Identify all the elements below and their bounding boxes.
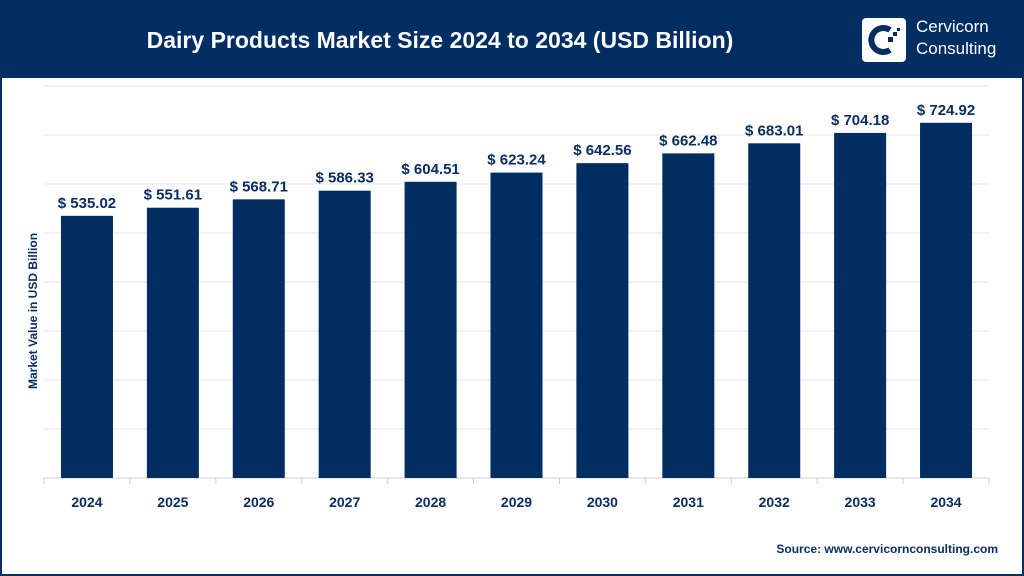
logo-line1: Cervicorn	[916, 17, 989, 36]
logo-mark-icon	[862, 18, 906, 62]
x-tick-label: 2033	[845, 494, 876, 510]
x-tick-label: 2025	[157, 494, 188, 510]
x-tick-label: 2034	[930, 494, 961, 510]
bar-2031	[662, 153, 715, 478]
data-label: $ 551.61	[144, 187, 202, 204]
data-label: $ 642.56	[573, 142, 631, 159]
data-label: $ 535.02	[58, 195, 116, 212]
data-label: $ 586.33	[315, 170, 373, 187]
y-axis-label: Market Value in USD Billion	[26, 233, 40, 389]
x-tick-label: 2030	[587, 494, 618, 510]
source-note: Source: www.cervicornconsulting.com	[776, 542, 998, 556]
data-label: $ 662.48	[659, 132, 717, 149]
bar-2026	[232, 199, 285, 479]
x-tick-label: 2026	[243, 494, 274, 510]
bar-2030	[576, 163, 629, 478]
chart-title: Dairy Products Market Size 2024 to 2034 …	[146, 27, 734, 53]
logo-text: Cervicorn Consulting	[916, 16, 996, 60]
data-label: $ 724.92	[917, 102, 975, 119]
logo: Cervicorn Consulting	[862, 14, 1012, 66]
data-label: $ 704.18	[831, 112, 889, 129]
bar-2027	[318, 190, 371, 478]
bar-2034	[920, 122, 973, 479]
title-bar: Dairy Products Market Size 2024 to 2034 …	[0, 0, 1024, 78]
bar-2032	[748, 143, 801, 478]
x-tick-label: 2031	[673, 494, 704, 510]
bar-2024	[60, 215, 113, 478]
bar-2025	[146, 207, 199, 478]
logo-line2: Consulting	[916, 39, 997, 58]
data-label: $ 604.51	[401, 161, 459, 178]
data-label: $ 623.24	[487, 152, 546, 169]
x-tick-label: 2032	[759, 494, 790, 510]
bar-2033	[834, 132, 887, 479]
data-label: $ 683.01	[745, 122, 803, 139]
x-tick-label: 2024	[71, 494, 102, 510]
x-tick-label: 2029	[501, 494, 532, 510]
x-tick-label: 2028	[415, 494, 446, 510]
bar-2028	[404, 181, 457, 478]
data-label: $ 568.71	[230, 178, 288, 195]
x-tick-label: 2027	[329, 494, 360, 510]
bar-2029	[490, 172, 543, 478]
